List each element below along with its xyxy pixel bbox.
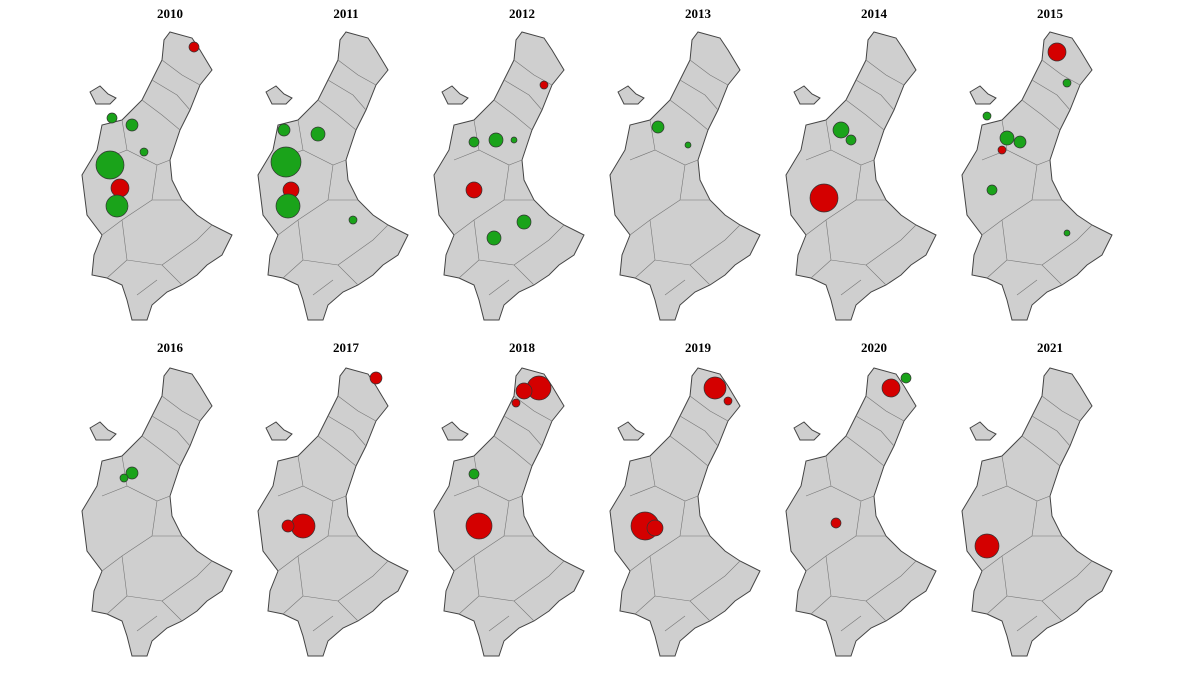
green-municipality [832,121,850,139]
map-title: 2020 [861,340,887,355]
map-title: 2010 [157,6,183,21]
region-outline [257,367,409,657]
region-map [257,367,409,657]
region-map [81,31,233,321]
red-municipality [281,519,295,533]
red-municipality [188,41,200,53]
region-map [81,367,233,657]
region-outline [81,367,233,657]
region-outline [961,31,1113,321]
green-municipality [105,194,129,218]
red-municipality [974,533,1000,559]
region-map [785,367,937,657]
green-municipality [270,146,302,178]
red-municipality [290,513,316,539]
red-municipality [110,178,130,198]
green-municipality [348,215,358,225]
green-municipality [684,141,692,149]
red-municipality [881,378,901,398]
red-municipality [539,80,549,90]
green-municipality [125,118,139,132]
region-map [785,31,937,321]
red-municipality [465,512,493,540]
red-municipality [830,517,842,529]
map-title: 2015 [1037,6,1064,21]
green-municipality [1062,78,1072,88]
green-municipality [310,126,326,142]
region-outline [433,31,585,321]
map-title: 2013 [685,6,712,21]
red-municipality [515,382,533,400]
red-municipality [997,145,1007,155]
green-municipality [277,123,291,137]
green-municipality [999,130,1015,146]
map-title: 2018 [509,340,536,355]
green-municipality [1013,135,1027,149]
green-municipality [510,136,518,144]
red-municipality [1047,42,1067,62]
red-municipality [809,183,839,213]
region-map [257,31,409,321]
region-outline [961,367,1113,657]
green-municipality [1063,229,1071,237]
red-municipality [646,519,664,537]
green-municipality [486,230,502,246]
green-municipality [986,184,998,196]
map-title: 2019 [685,340,712,355]
region-map [961,31,1113,321]
green-municipality [488,132,504,148]
green-municipality [119,473,129,483]
region-map [433,367,585,657]
region-outline [785,367,937,657]
red-municipality [511,398,521,408]
map-title: 2014 [861,6,888,21]
region-map [961,367,1113,657]
green-municipality [516,214,532,230]
map-title: 2021 [1037,340,1063,355]
green-municipality [139,147,149,157]
green-municipality [651,120,665,134]
red-municipality [703,376,727,400]
region-outline [609,31,761,321]
green-municipality [106,112,118,124]
red-municipality [465,181,483,199]
region-outline [785,31,937,321]
green-municipality [982,111,992,121]
green-municipality [900,372,912,384]
map-title: 2011 [333,6,358,21]
green-municipality [468,136,480,148]
green-municipality [275,193,301,219]
region-map [433,31,585,321]
green-municipality [845,134,857,146]
red-municipality [723,396,733,406]
green-municipality [95,150,125,180]
region-outline [433,367,585,657]
map-title: 2016 [157,340,184,355]
region-outline [609,367,761,657]
red-municipality [369,371,383,385]
green-municipality [468,468,480,480]
green-municipality [125,466,139,480]
map-title: 2017 [333,340,360,355]
region-map [609,31,761,321]
region-map [609,367,761,657]
map-title: 2012 [509,6,535,21]
